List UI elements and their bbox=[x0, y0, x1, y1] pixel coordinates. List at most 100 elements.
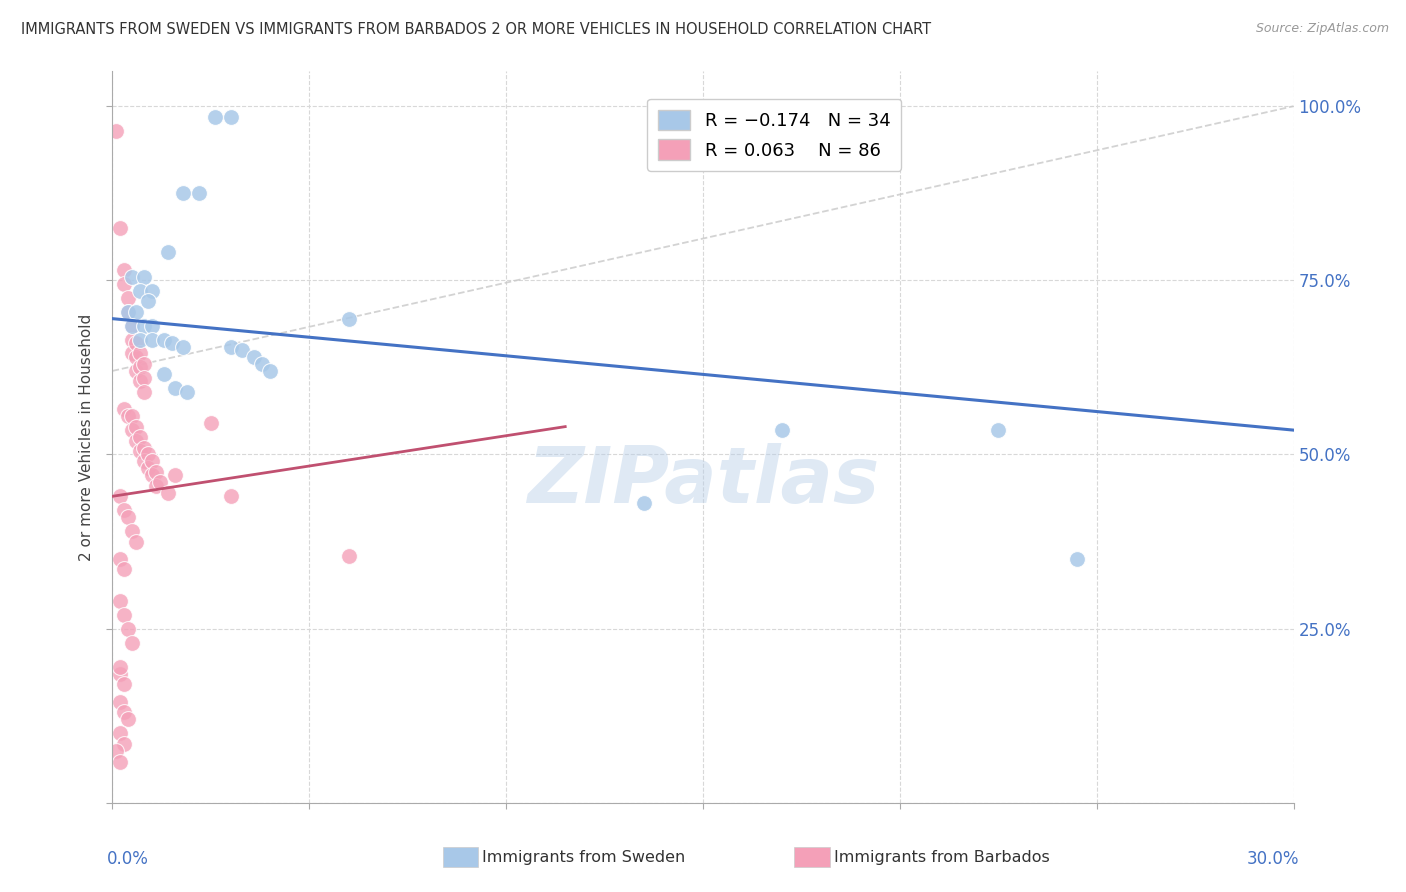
Point bbox=[149, 475, 172, 490]
Point bbox=[105, 743, 128, 757]
Point bbox=[112, 737, 135, 751]
Point bbox=[112, 277, 135, 291]
Point bbox=[152, 368, 174, 382]
Text: ZIPatlas: ZIPatlas bbox=[527, 443, 879, 519]
Point bbox=[243, 350, 266, 364]
Point bbox=[125, 419, 148, 434]
Point bbox=[129, 430, 152, 444]
Point bbox=[121, 409, 143, 424]
Point bbox=[129, 333, 152, 347]
Point bbox=[121, 635, 143, 649]
Point bbox=[132, 269, 155, 284]
Point bbox=[110, 221, 132, 235]
Point bbox=[132, 384, 155, 399]
Point bbox=[117, 291, 139, 305]
Point bbox=[160, 336, 183, 351]
Point bbox=[132, 454, 155, 468]
Point bbox=[110, 594, 132, 608]
Point bbox=[770, 423, 793, 437]
Point bbox=[112, 677, 135, 691]
Point bbox=[337, 311, 360, 326]
Point bbox=[987, 423, 1010, 437]
Text: Immigrants from Barbados: Immigrants from Barbados bbox=[834, 850, 1049, 864]
Point bbox=[165, 381, 187, 395]
Point bbox=[337, 549, 360, 563]
Point bbox=[141, 284, 163, 298]
Point bbox=[125, 534, 148, 549]
Point bbox=[112, 607, 135, 622]
Point bbox=[129, 346, 152, 360]
Point bbox=[156, 245, 179, 260]
Point bbox=[125, 364, 148, 378]
Point bbox=[121, 318, 143, 333]
Text: Source: ZipAtlas.com: Source: ZipAtlas.com bbox=[1256, 22, 1389, 36]
Point bbox=[145, 465, 167, 479]
Point bbox=[125, 350, 148, 364]
Point bbox=[141, 468, 163, 483]
Point bbox=[132, 441, 155, 455]
Point bbox=[136, 448, 159, 462]
Point bbox=[172, 186, 194, 201]
Point bbox=[132, 357, 155, 371]
Point bbox=[125, 304, 148, 318]
Point bbox=[204, 110, 226, 124]
Point bbox=[152, 333, 174, 347]
Point bbox=[112, 263, 135, 277]
Point bbox=[129, 360, 152, 375]
Point bbox=[117, 304, 139, 318]
Legend: R = −0.174   N = 34, R = 0.063    N = 86: R = −0.174 N = 34, R = 0.063 N = 86 bbox=[647, 99, 901, 171]
Point bbox=[259, 364, 281, 378]
Point bbox=[105, 123, 128, 137]
Point bbox=[110, 552, 132, 566]
Point bbox=[141, 454, 163, 468]
Y-axis label: 2 or more Vehicles in Household: 2 or more Vehicles in Household bbox=[79, 313, 94, 561]
Point bbox=[129, 444, 152, 458]
Point bbox=[112, 705, 135, 719]
Text: 0.0%: 0.0% bbox=[107, 850, 149, 868]
Point bbox=[1066, 552, 1088, 566]
Point bbox=[172, 339, 194, 353]
Point bbox=[125, 336, 148, 351]
Point bbox=[145, 479, 167, 493]
Text: Immigrants from Sweden: Immigrants from Sweden bbox=[482, 850, 686, 864]
Point bbox=[112, 562, 135, 576]
Point bbox=[110, 756, 132, 770]
Point bbox=[110, 489, 132, 503]
Point bbox=[110, 667, 132, 681]
Point bbox=[219, 110, 242, 124]
Point bbox=[129, 375, 152, 389]
Point bbox=[121, 524, 143, 538]
Point bbox=[117, 510, 139, 524]
Point bbox=[112, 503, 135, 517]
Point bbox=[132, 318, 155, 333]
Point bbox=[121, 318, 143, 333]
Point bbox=[117, 304, 139, 318]
Point bbox=[633, 496, 655, 510]
Point bbox=[250, 357, 273, 371]
Point bbox=[141, 318, 163, 333]
Point bbox=[117, 622, 139, 636]
Point bbox=[117, 409, 139, 424]
Point bbox=[188, 186, 211, 201]
Point bbox=[121, 423, 143, 437]
Point bbox=[110, 660, 132, 674]
Point bbox=[117, 712, 139, 726]
Point bbox=[121, 269, 143, 284]
Point bbox=[156, 485, 179, 500]
Text: 30.0%: 30.0% bbox=[1247, 850, 1299, 868]
Point bbox=[110, 726, 132, 740]
Point bbox=[136, 461, 159, 475]
Point bbox=[231, 343, 253, 357]
Point bbox=[110, 695, 132, 709]
Point bbox=[200, 416, 222, 430]
Point bbox=[176, 384, 198, 399]
Point bbox=[141, 333, 163, 347]
Point bbox=[121, 346, 143, 360]
Point bbox=[112, 402, 135, 417]
Point bbox=[219, 339, 242, 353]
Text: IMMIGRANTS FROM SWEDEN VS IMMIGRANTS FROM BARBADOS 2 OR MORE VEHICLES IN HOUSEHO: IMMIGRANTS FROM SWEDEN VS IMMIGRANTS FRO… bbox=[21, 22, 931, 37]
Point bbox=[125, 434, 148, 448]
Point bbox=[219, 489, 242, 503]
Point bbox=[165, 468, 187, 483]
Point bbox=[132, 371, 155, 385]
